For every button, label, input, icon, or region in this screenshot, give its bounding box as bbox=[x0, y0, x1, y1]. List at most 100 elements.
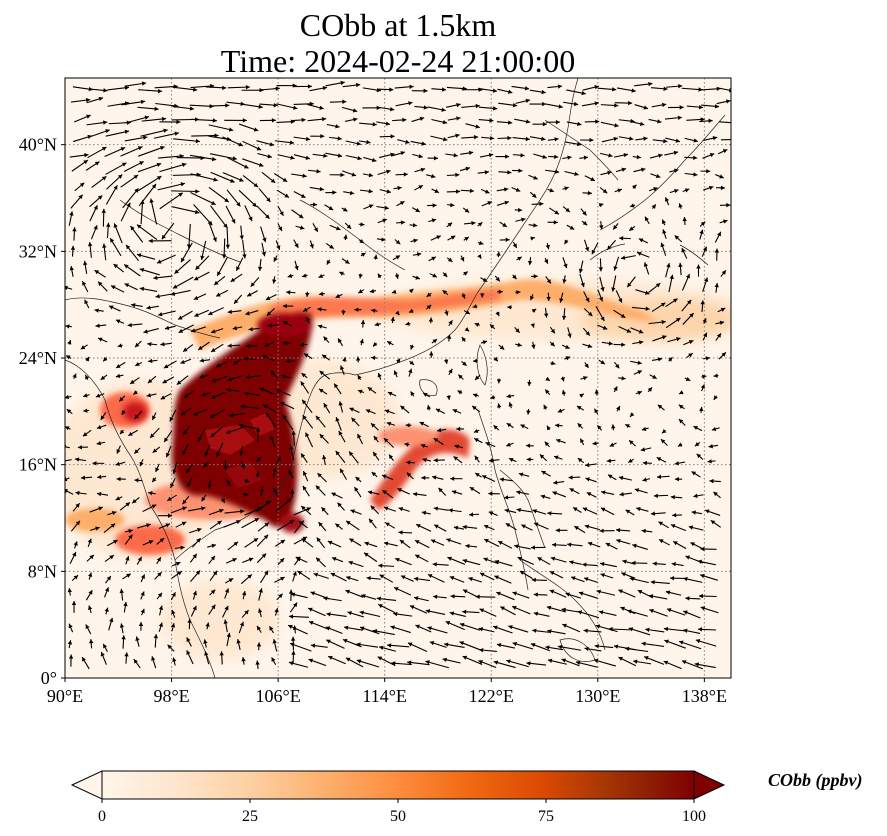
wind-arrow-head bbox=[517, 556, 523, 561]
wind-arrow-head bbox=[395, 310, 400, 316]
wind-arrow-head bbox=[463, 589, 468, 594]
wind-arrow-head bbox=[685, 555, 690, 560]
wind-arrow-head bbox=[265, 501, 271, 506]
wind-arrow-head bbox=[477, 254, 482, 259]
wind-arrow-head bbox=[504, 508, 510, 513]
wind-arrow-head bbox=[240, 509, 245, 514]
wind-arrow-head bbox=[726, 202, 731, 208]
wind-arrow-head bbox=[464, 208, 470, 213]
wind-arrow-head bbox=[465, 543, 470, 549]
wind-arrow-head bbox=[699, 406, 704, 412]
wind-arrow-head bbox=[589, 137, 594, 143]
wind-arrow-head bbox=[702, 318, 707, 323]
wind-arrow-head bbox=[554, 169, 560, 174]
wind-arrow-head bbox=[353, 117, 358, 122]
wind-arrow-head bbox=[61, 459, 65, 463]
wind-arrow-head bbox=[620, 606, 625, 611]
wind-arrow-head bbox=[683, 576, 688, 582]
wind-arrow-head bbox=[484, 170, 489, 175]
wind-arrow-head bbox=[281, 374, 286, 379]
wind-arrow-head bbox=[459, 641, 465, 646]
wind-arrow-head bbox=[644, 656, 649, 661]
wind-arrow-head bbox=[456, 426, 461, 432]
wind-arrow-head bbox=[678, 404, 684, 409]
wind-arrow-head bbox=[600, 573, 605, 578]
wind-arrow-head bbox=[103, 88, 108, 93]
wind-arrow-head bbox=[582, 507, 588, 512]
wind-arrow-head bbox=[629, 440, 634, 445]
wind-arrow-head bbox=[226, 387, 231, 393]
wind-arrow-head bbox=[357, 375, 362, 380]
wind-arrow-head bbox=[272, 279, 277, 284]
wind-arrow-head bbox=[665, 590, 671, 595]
wind-arrow-head bbox=[323, 153, 328, 158]
wind-arrow-head bbox=[434, 524, 439, 529]
wind-arrow-head bbox=[93, 225, 98, 230]
wind-arrow-head bbox=[464, 236, 469, 242]
wind-arrow-head bbox=[398, 530, 403, 535]
wind-arrow-head bbox=[239, 451, 244, 456]
wind-arrow-head bbox=[181, 257, 185, 263]
wind-arrow-head bbox=[446, 395, 451, 400]
wind-arrow-head bbox=[483, 557, 488, 562]
wind-arrow-head bbox=[493, 660, 499, 665]
wind-arrow-head bbox=[66, 409, 72, 414]
wind-arrow-head bbox=[135, 361, 140, 366]
wind-arrow-head bbox=[279, 558, 285, 563]
wind-arrow-head bbox=[292, 571, 297, 576]
wind-arrow-head bbox=[182, 506, 187, 511]
wind-arrow-head bbox=[521, 524, 526, 529]
wind-arrow-head bbox=[270, 178, 276, 183]
wind-arrow-head bbox=[679, 105, 684, 110]
wind-arrow-head bbox=[447, 222, 453, 227]
wind-arrow-head bbox=[111, 510, 117, 516]
wind-arrow-head bbox=[594, 408, 599, 414]
map-title-line-2: Time: 2024-02-24 21:00:00 bbox=[220, 43, 576, 79]
wind-arrow-head bbox=[706, 168, 711, 174]
wind-arrow-head bbox=[255, 472, 260, 477]
wind-arrow-head bbox=[720, 185, 725, 191]
wind-arrow-head bbox=[477, 222, 483, 227]
wind-arrow-head bbox=[402, 117, 407, 123]
wind-arrow-head bbox=[585, 477, 590, 482]
wind-arrow-head bbox=[65, 394, 70, 400]
wind-arrow-head bbox=[594, 85, 599, 90]
wind-arrow-head bbox=[711, 426, 717, 432]
wind-arrow-head bbox=[461, 294, 466, 299]
wind-arrow-head bbox=[652, 374, 657, 379]
wind-arrow-head bbox=[390, 625, 395, 630]
wind-arrow-head bbox=[512, 641, 518, 647]
wind-arrow-head bbox=[618, 298, 623, 303]
wind-arrow-head bbox=[582, 376, 588, 381]
wind-arrow-head bbox=[573, 507, 578, 512]
wind-arrow-head bbox=[621, 376, 626, 381]
wind-arrow-head bbox=[148, 358, 153, 364]
wind-arrow-head bbox=[292, 83, 297, 88]
wind-arrow-head bbox=[546, 605, 552, 610]
wind-arrow-head bbox=[389, 87, 394, 92]
wind-arrow-head bbox=[65, 324, 70, 329]
wind-arrow-head bbox=[170, 483, 175, 488]
wind-arrow-head bbox=[196, 538, 201, 543]
wind-arrow-head bbox=[506, 393, 511, 399]
wind-arrow-head bbox=[594, 101, 599, 106]
wind-arrow-head bbox=[211, 543, 216, 548]
wind-arrow-head bbox=[236, 201, 241, 207]
wind-arrow-head bbox=[442, 290, 448, 295]
wind-arrow-head bbox=[633, 659, 638, 664]
wind-arrow-head bbox=[556, 438, 561, 444]
wind-arrow-head bbox=[693, 493, 698, 498]
wind-arrow-head bbox=[97, 474, 102, 480]
wind-arrow-head bbox=[708, 118, 713, 124]
wind-arrow-head bbox=[248, 557, 254, 562]
wind-arrow-head bbox=[126, 120, 131, 125]
wind-arrow-head bbox=[442, 120, 448, 125]
wind-arrow-head bbox=[582, 562, 587, 567]
wind-arrow-head bbox=[313, 572, 319, 577]
wind-arrow-head bbox=[618, 656, 623, 661]
wind-arrow-head bbox=[194, 276, 199, 281]
wind-arrow-head bbox=[650, 511, 656, 516]
wind-arrow-head bbox=[700, 546, 705, 552]
wind-arrow-head bbox=[492, 88, 498, 93]
wind-arrow-head bbox=[134, 478, 139, 483]
